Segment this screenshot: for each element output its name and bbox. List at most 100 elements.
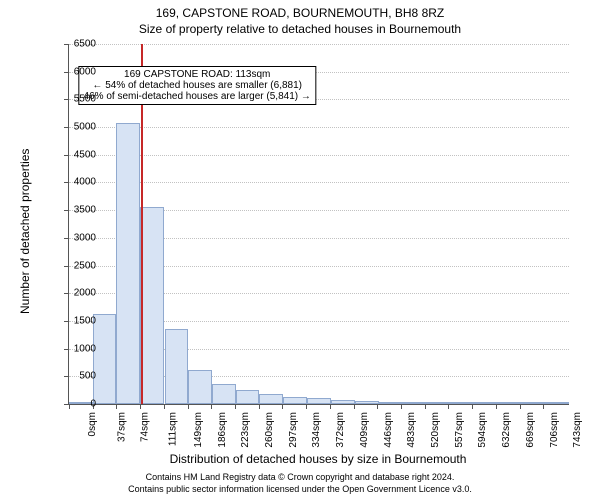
x-tick-label: 483sqm	[406, 412, 417, 448]
y-tick-label: 1500	[74, 315, 96, 326]
x-tick-label: 446sqm	[383, 412, 394, 448]
x-tick-mark	[306, 404, 307, 409]
y-tick-mark	[64, 99, 69, 100]
annotation-line: 169 CAPSTONE ROAD: 113sqm	[84, 69, 311, 80]
x-tick-mark	[425, 404, 426, 409]
x-tick-label: 409sqm	[359, 412, 370, 448]
y-gridline	[69, 155, 569, 156]
histogram-bar	[498, 402, 522, 404]
x-tick-mark	[211, 404, 212, 409]
x-tick-label: 594sqm	[478, 412, 489, 448]
y-tick-mark	[64, 210, 69, 211]
x-tick-label: 223sqm	[240, 412, 251, 448]
y-tick-label: 6500	[74, 39, 96, 50]
histogram-bar	[259, 394, 283, 404]
y-tick-label: 4500	[74, 149, 96, 160]
x-tick-label: 632sqm	[501, 412, 512, 448]
y-tick-label: 5000	[74, 122, 96, 133]
x-tick-mark	[282, 404, 283, 409]
histogram-bar	[402, 402, 426, 404]
histogram-bar	[307, 398, 331, 404]
y-tick-label: 6000	[74, 66, 96, 77]
annotation-line: ← 54% of detached houses are smaller (6,…	[84, 80, 311, 91]
x-tick-label: 74sqm	[140, 412, 151, 442]
y-tick-label: 2500	[74, 260, 96, 271]
x-tick-mark	[496, 404, 497, 409]
histogram-bar	[93, 314, 117, 404]
x-tick-mark	[401, 404, 402, 409]
y-tick-mark	[64, 238, 69, 239]
y-tick-mark	[64, 349, 69, 350]
y-tick-mark	[64, 182, 69, 183]
histogram-bar	[69, 402, 93, 404]
histogram-bar	[236, 390, 260, 404]
y-tick-mark	[64, 293, 69, 294]
histogram-bar	[140, 207, 164, 404]
y-axis-label: Number of detached properties	[18, 149, 32, 314]
chart-title-description: Size of property relative to detached ho…	[0, 20, 600, 36]
x-tick-mark	[235, 404, 236, 409]
histogram-bar	[165, 329, 189, 404]
y-tick-mark	[64, 72, 69, 73]
y-tick-mark	[64, 376, 69, 377]
x-tick-mark	[140, 404, 141, 409]
x-tick-label: 111sqm	[168, 412, 179, 446]
x-tick-mark	[164, 404, 165, 409]
y-tick-label: 4000	[74, 177, 96, 188]
x-tick-label: 334sqm	[312, 412, 323, 448]
y-tick-label: 500	[79, 371, 96, 382]
x-tick-label: 297sqm	[288, 412, 299, 448]
x-tick-label: 0sqm	[87, 412, 98, 436]
histogram-bar	[355, 401, 379, 404]
x-tick-mark	[354, 404, 355, 409]
x-tick-label: 557sqm	[454, 412, 465, 448]
x-tick-mark	[330, 404, 331, 409]
y-tick-mark	[64, 44, 69, 45]
x-tick-label: 706sqm	[549, 412, 560, 448]
histogram-bar	[450, 402, 474, 404]
histogram-bar	[283, 397, 307, 404]
plot-area: 169 CAPSTONE ROAD: 113sqm← 54% of detach…	[68, 44, 569, 405]
histogram-bar	[379, 402, 403, 404]
x-tick-mark	[188, 404, 189, 409]
histogram-bar	[474, 402, 498, 404]
x-tick-label: 743sqm	[572, 412, 583, 448]
y-tick-mark	[64, 266, 69, 267]
histogram-bar	[426, 402, 450, 404]
footer-copyright-1: Contains HM Land Registry data © Crown c…	[0, 472, 600, 482]
histogram-bar	[116, 123, 140, 404]
annotation-box: 169 CAPSTONE ROAD: 113sqm← 54% of detach…	[79, 66, 316, 105]
x-tick-label: 186sqm	[217, 412, 228, 448]
x-tick-label: 669sqm	[525, 412, 536, 448]
chart-container: 169, CAPSTONE ROAD, BOURNEMOUTH, BH8 8RZ…	[0, 0, 600, 36]
x-axis-label: Distribution of detached houses by size …	[68, 452, 568, 466]
y-gridline	[69, 127, 569, 128]
y-tick-label: 1000	[74, 343, 96, 354]
x-tick-mark	[116, 404, 117, 409]
x-tick-label: 520sqm	[430, 412, 441, 448]
y-tick-label: 0	[90, 399, 96, 410]
y-gridline	[69, 182, 569, 183]
histogram-bar	[331, 400, 355, 404]
histogram-bar	[212, 384, 236, 404]
x-tick-mark	[259, 404, 260, 409]
annotation-line: 46% of semi-detached houses are larger (…	[84, 91, 311, 102]
y-tick-mark	[64, 321, 69, 322]
x-tick-mark	[377, 404, 378, 409]
x-tick-label: 372sqm	[335, 412, 346, 448]
y-tick-mark	[64, 155, 69, 156]
x-tick-mark	[472, 404, 473, 409]
x-tick-mark	[69, 404, 70, 409]
x-tick-label: 260sqm	[264, 412, 275, 448]
y-tick-label: 3500	[74, 205, 96, 216]
y-tick-label: 3000	[74, 232, 96, 243]
histogram-bar	[522, 402, 546, 404]
y-tick-mark	[64, 127, 69, 128]
y-tick-label: 5500	[74, 94, 96, 105]
chart-title-address: 169, CAPSTONE ROAD, BOURNEMOUTH, BH8 8RZ	[0, 0, 600, 20]
y-gridline	[69, 44, 569, 45]
x-tick-mark	[520, 404, 521, 409]
x-tick-mark	[543, 404, 544, 409]
x-tick-label: 149sqm	[193, 412, 204, 448]
histogram-bar	[188, 370, 212, 404]
